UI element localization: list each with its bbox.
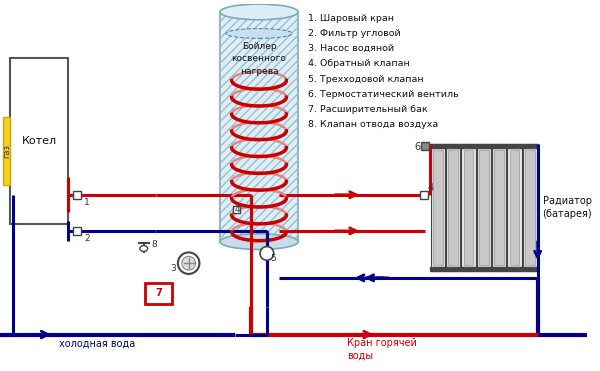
Ellipse shape: [140, 246, 148, 252]
Bar: [145, 283, 172, 304]
Text: 2. Фильтр угловой: 2. Фильтр угловой: [308, 29, 401, 38]
Text: 7. Расширительный бак: 7. Расширительный бак: [308, 105, 428, 114]
Bar: [510, 150, 520, 265]
Circle shape: [178, 252, 199, 274]
Ellipse shape: [226, 29, 292, 38]
Text: газ: газ: [2, 144, 11, 158]
Text: 5. Трехходовой клапан: 5. Трехходовой клапан: [308, 75, 424, 83]
Bar: [233, 206, 241, 213]
Bar: [476, 144, 491, 271]
Text: Котел: Котел: [22, 136, 56, 146]
Text: 2: 2: [84, 234, 89, 243]
Bar: [220, 12, 298, 242]
Bar: [461, 144, 476, 271]
Bar: [525, 150, 535, 265]
Text: 4. Обратный клапан: 4. Обратный клапан: [308, 59, 410, 68]
Text: 4: 4: [427, 183, 433, 193]
Bar: [421, 142, 429, 150]
Bar: [479, 150, 488, 265]
Ellipse shape: [220, 4, 298, 20]
Text: 8: 8: [152, 240, 157, 249]
Text: 3. Насос водяной: 3. Насос водяной: [308, 44, 394, 53]
Bar: [220, 12, 298, 242]
Bar: [464, 150, 473, 265]
Text: 5: 5: [270, 254, 275, 263]
Bar: [523, 144, 537, 271]
Bar: [421, 191, 428, 198]
Bar: [448, 150, 458, 265]
Circle shape: [182, 256, 196, 270]
Bar: [430, 267, 538, 271]
Text: Радиатор
(батарея): Радиатор (батарея): [542, 196, 592, 219]
Bar: [10, 58, 68, 224]
Text: 4: 4: [235, 205, 241, 214]
Bar: [446, 144, 460, 271]
Bar: [433, 150, 443, 265]
Bar: [3, 116, 10, 185]
Bar: [492, 144, 506, 271]
Text: холодная вода: холодная вода: [59, 338, 135, 348]
Bar: [430, 144, 538, 148]
Text: Бойлер
косвенного
нагрева: Бойлер косвенного нагрева: [232, 42, 286, 76]
Circle shape: [260, 247, 274, 260]
Text: 6: 6: [414, 142, 421, 152]
Ellipse shape: [220, 234, 298, 249]
Bar: [431, 144, 445, 271]
Text: 1: 1: [84, 198, 90, 207]
Bar: [494, 150, 504, 265]
Text: 3: 3: [170, 263, 176, 273]
Text: Кран горячей
воды: Кран горячей воды: [347, 338, 417, 361]
Bar: [73, 227, 81, 235]
Bar: [73, 191, 81, 198]
Bar: [508, 144, 522, 271]
Text: 1. Шаровый кран: 1. Шаровый кран: [308, 14, 394, 23]
Text: 8. Клапан отвода воздуха: 8. Клапан отвода воздуха: [308, 120, 438, 129]
Text: 7: 7: [155, 289, 162, 299]
Text: 6. Термостатический вентиль: 6. Термостатический вентиль: [308, 90, 458, 99]
